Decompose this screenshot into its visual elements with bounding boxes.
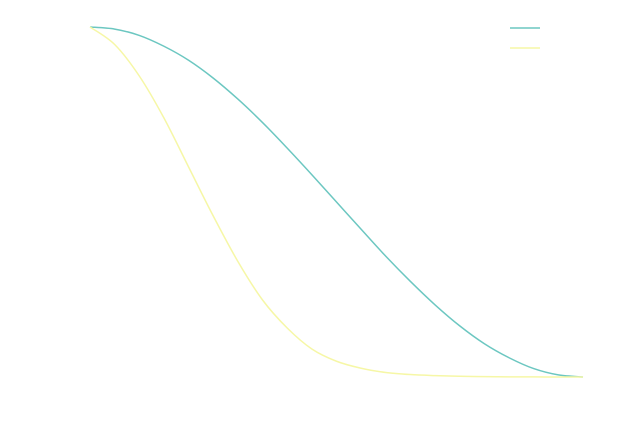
series-line-2 [89, 26, 584, 378]
series-line-1 [89, 26, 584, 378]
plot-area [89, 26, 584, 378]
legend [510, 27, 540, 49]
